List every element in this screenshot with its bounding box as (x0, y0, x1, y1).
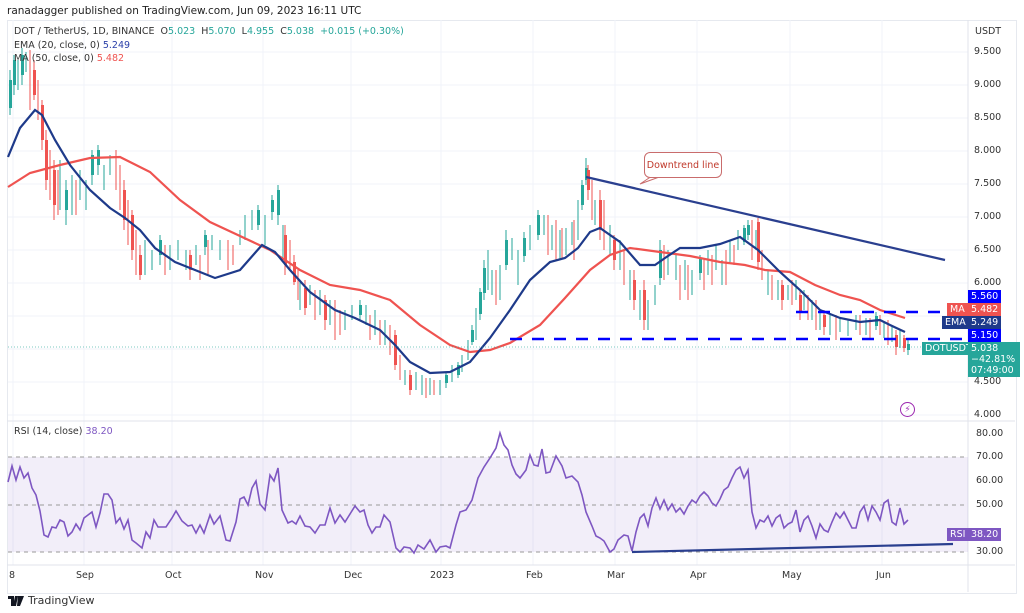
down-bodies (33, 70, 906, 390)
publisher-line: ranadagger published on TradingView.com,… (7, 5, 362, 17)
time-label: Apr (690, 570, 707, 581)
change-value: +0.015 (+0.30%) (320, 26, 404, 37)
down-candles (29, 50, 905, 398)
time-label: Jun (876, 570, 891, 581)
time-label: Sep (76, 570, 94, 581)
symbol-axis-label: DOTUSDT (922, 342, 975, 355)
time-label: May (782, 570, 802, 581)
rsi-line (7, 430, 909, 555)
price-tick: 8.000 (974, 145, 1002, 156)
rsi-tick: 30.00 (976, 546, 1004, 557)
lightning-icon[interactable]: ⚡ (900, 402, 915, 417)
time-label: Oct (165, 570, 182, 581)
rsi-tick: 80.00 (976, 428, 1004, 439)
ma-legend[interactable]: MA (50, close, 0) 5.482 (14, 53, 125, 64)
price-tick: 6.000 (974, 277, 1002, 288)
currency-label: USDT (975, 26, 1002, 37)
price-tick: 4.000 (974, 409, 1002, 420)
rsi-value-tag: 38.20 (968, 528, 1002, 541)
downtrend-line (585, 175, 946, 262)
up-bodies (9, 55, 910, 383)
support-price-tag: 5.150 (968, 329, 1002, 342)
ma-axis-label: MA (947, 303, 968, 316)
ema-price-tag: 5.249 (968, 316, 1002, 329)
tradingview-logo[interactable]: TradingView (8, 594, 94, 607)
ema20-line (6, 108, 906, 375)
symbol-legend: DOT / TetherUS, 1D, BINANCE O5.023 H5.07… (14, 26, 404, 37)
last-price: 5.038 (971, 343, 999, 354)
rsi-tick: 50.00 (976, 499, 1004, 510)
ema-axis-label: EMA (942, 316, 969, 329)
pct-change: −42.81% (971, 354, 1016, 365)
rsi-axis-label: RSI (947, 528, 969, 541)
price-tick: 7.500 (974, 178, 1002, 189)
time-label: 8 (9, 570, 16, 581)
time-label: Dec (344, 570, 363, 581)
last-price-box: 5.038 −42.81% 07:49:00 (968, 342, 1020, 377)
tradingview-logo-icon (8, 595, 24, 606)
chart-frame (7, 20, 1017, 594)
time-label: Feb (526, 570, 543, 581)
price-tick: 9.500 (974, 46, 1002, 57)
price-tick: 4.500 (974, 376, 1002, 387)
time-label: Mar (607, 570, 625, 581)
rsi-trendline (631, 542, 954, 554)
rsi-tick: 70.00 (976, 451, 1004, 462)
ema-legend[interactable]: EMA (20, close, 0) 5.249 (14, 40, 131, 51)
rsi-legend[interactable]: RSI (14, close) 38.20 (14, 426, 113, 437)
up-candles (9, 48, 909, 395)
downtrend-annotation[interactable]: Downtrend line (644, 152, 722, 178)
resistance-price-tag: 5.560 (968, 290, 1002, 303)
time-label: 2023 (430, 570, 455, 581)
price-tick: 6.500 (974, 244, 1002, 255)
price-tick: 7.000 (974, 211, 1002, 222)
price-tick: 9.000 (974, 79, 1002, 90)
bar-countdown: 07:49:00 (971, 365, 1014, 376)
price-tick: 8.500 (974, 112, 1002, 123)
ma50-line (7, 155, 906, 354)
rsi-tick: 60.00 (976, 475, 1004, 486)
time-label: Nov (255, 570, 274, 581)
ma-price-tag: 5.482 (968, 303, 1002, 316)
